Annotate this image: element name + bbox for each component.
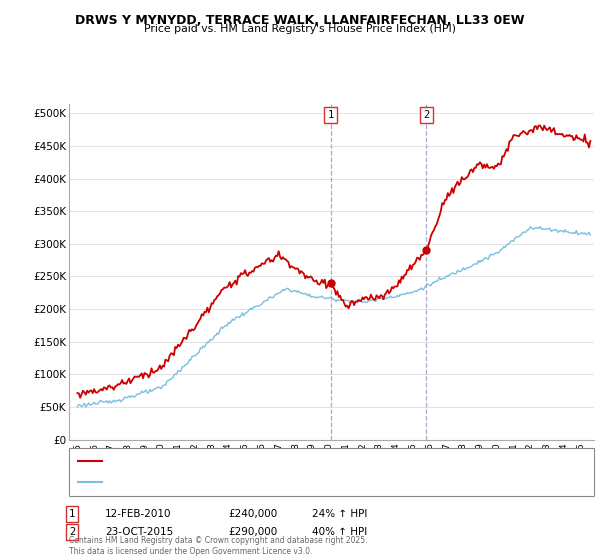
- Text: £240,000: £240,000: [228, 509, 277, 519]
- Text: 12-FEB-2010: 12-FEB-2010: [105, 509, 172, 519]
- Text: 23-OCT-2015: 23-OCT-2015: [105, 527, 173, 537]
- Text: 24% ↑ HPI: 24% ↑ HPI: [312, 509, 367, 519]
- Text: 40% ↑ HPI: 40% ↑ HPI: [312, 527, 367, 537]
- Text: 1: 1: [328, 110, 334, 120]
- Text: 2: 2: [423, 110, 430, 120]
- Text: DRWS Y MYNYDD, TERRACE WALK, LLANFAIRFECHAN, LL33 0EW (detached house): DRWS Y MYNYDD, TERRACE WALK, LLANFAIRFEC…: [108, 457, 478, 466]
- Text: £290,000: £290,000: [228, 527, 277, 537]
- Text: 2: 2: [69, 527, 75, 537]
- Text: 1: 1: [69, 509, 75, 519]
- Text: HPI: Average price, detached house, Conwy: HPI: Average price, detached house, Conw…: [108, 478, 305, 487]
- Text: Price paid vs. HM Land Registry's House Price Index (HPI): Price paid vs. HM Land Registry's House …: [144, 24, 456, 34]
- Text: Contains HM Land Registry data © Crown copyright and database right 2025.
This d: Contains HM Land Registry data © Crown c…: [69, 536, 367, 556]
- Text: DRWS Y MYNYDD, TERRACE WALK, LLANFAIRFECHAN, LL33 0EW: DRWS Y MYNYDD, TERRACE WALK, LLANFAIRFEC…: [75, 14, 525, 27]
